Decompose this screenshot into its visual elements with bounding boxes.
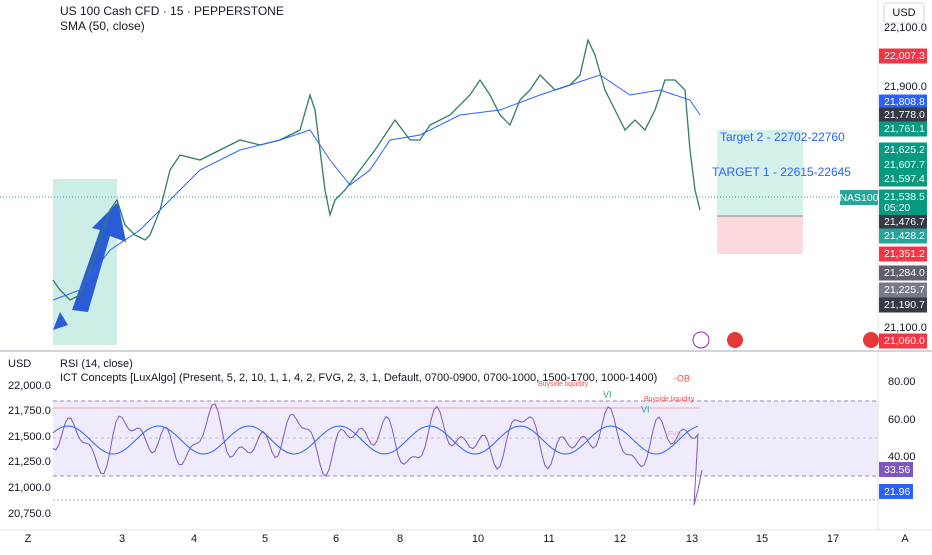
mark: -OB — [674, 373, 690, 383]
price-tick: 21,900.0 — [884, 81, 927, 93]
price-label: 21,597.4 — [884, 173, 925, 185]
left-tick: 21,000.0 — [8, 482, 51, 494]
arrow-small — [53, 312, 68, 330]
x-tick-label: 8 — [397, 533, 403, 545]
left-tick: 20,750.0 — [8, 508, 51, 520]
left-tick: 21,500.0 — [8, 431, 51, 443]
price-label-bg — [879, 121, 927, 137]
sma-line — [52, 74, 701, 301]
price-label-bg — [879, 297, 927, 313]
price-label-bg — [879, 157, 927, 173]
x-tick-label: 17 — [827, 533, 839, 545]
price-series — [52, 38, 701, 301]
icon[interactable] — [692, 331, 710, 349]
title: US 100 Cash CFD · 15 · PEPPERSTONE — [60, 4, 284, 18]
price-label-bg — [879, 94, 927, 110]
price-label: 21,060.0 — [884, 335, 925, 347]
currency[interactable]: USD — [892, 7, 915, 19]
price-tick: 22,100.0 — [884, 22, 927, 34]
arrow — [72, 202, 126, 312]
price-label: 21,607.7 — [884, 159, 925, 171]
price-label-bg — [879, 246, 927, 262]
second-value: 21.96 — [884, 486, 910, 498]
price-tick: 21,100.0 — [884, 322, 927, 334]
x-tick-label: 15 — [756, 533, 768, 545]
x-tick-label: 4 — [191, 533, 197, 545]
price-label: 21,625.2 — [884, 144, 925, 156]
mark: VI — [603, 389, 612, 399]
rsi-tick: 80.00 — [888, 376, 916, 388]
price-label: 21,761.1 — [884, 123, 925, 135]
currency: USD — [8, 358, 31, 370]
x-tick-label: 3 — [119, 533, 125, 545]
price-label-bg — [879, 214, 927, 230]
price-label-bg — [879, 265, 927, 281]
price-label-bg — [879, 333, 927, 349]
currency-button[interactable] — [883, 2, 925, 24]
rsi-tick: 40.00 — [888, 451, 916, 463]
countdown-bg — [879, 201, 927, 215]
mark: Buyside liquidity — [644, 396, 695, 403]
price-label-bg — [879, 189, 927, 205]
price-label: 21,190.7 — [884, 299, 925, 311]
mark: VI — [641, 404, 650, 414]
x-tick-label: 5 — [262, 533, 268, 545]
icon[interactable] — [863, 332, 879, 348]
x-tick-label: 10 — [472, 533, 484, 545]
x-tick-label: 6 — [333, 533, 339, 545]
price-label: 21,808.8 — [884, 96, 925, 108]
price-label-bg — [879, 228, 927, 244]
countdown: 05:20 — [884, 202, 910, 214]
mark: Buyside liquidity — [538, 381, 589, 388]
target-box — [717, 130, 803, 216]
rsi-value: 33.56 — [884, 464, 910, 476]
zone-box — [53, 179, 117, 345]
ict-title: ICT Concepts [LuxAlgo] (Present, 5, 2, 1… — [60, 372, 657, 384]
price-label-bg — [879, 107, 927, 123]
symbol: NAS100 — [839, 192, 878, 204]
left-tick: 22,000.0 — [8, 380, 51, 392]
price-label: 21,538.5 — [884, 191, 925, 203]
price-label: 21,225.7 — [884, 284, 925, 296]
rsi-line — [52, 403, 703, 506]
rsi-ma — [52, 425, 699, 455]
price-label-bg — [879, 171, 927, 187]
price-label: 21,778.0 — [884, 109, 925, 121]
stop-box — [717, 216, 803, 254]
price-label: 21,284.0 — [884, 267, 925, 279]
rsi-title: RSI (14, close) — [60, 358, 133, 370]
icon[interactable] — [727, 332, 743, 348]
x-tick-label: 13 — [686, 533, 698, 545]
price-label: 22,007.3 — [884, 50, 925, 62]
price-label: 21,476.7 — [884, 216, 925, 228]
x-tick-label: Z — [25, 533, 32, 545]
left-tick: 21,750.0 — [8, 405, 51, 417]
x-tick-label: 11 — [543, 533, 554, 545]
symbol-bg — [840, 190, 878, 205]
x-tick-label: A — [901, 533, 909, 545]
target1: TARGET 1 - 22615-22645 — [712, 165, 851, 179]
rsi-band — [53, 401, 878, 476]
rsi-value-bg — [879, 462, 913, 477]
indicator: SMA (50, close) — [60, 19, 145, 33]
price-label-bg — [879, 48, 927, 64]
value-bg — [879, 484, 913, 499]
target2: Target 2 - 22702-22760 — [720, 130, 845, 144]
left-tick: 21,250.0 — [8, 456, 51, 468]
x-tick-label: 12 — [614, 533, 626, 545]
rsi-tick: 60.00 — [888, 414, 916, 426]
price-label-bg — [879, 282, 927, 298]
price-label: 21,351.2 — [884, 248, 925, 260]
price-label: 21,428.2 — [884, 230, 925, 242]
price-label-bg — [879, 142, 927, 158]
mark: FVG — [668, 431, 682, 438]
